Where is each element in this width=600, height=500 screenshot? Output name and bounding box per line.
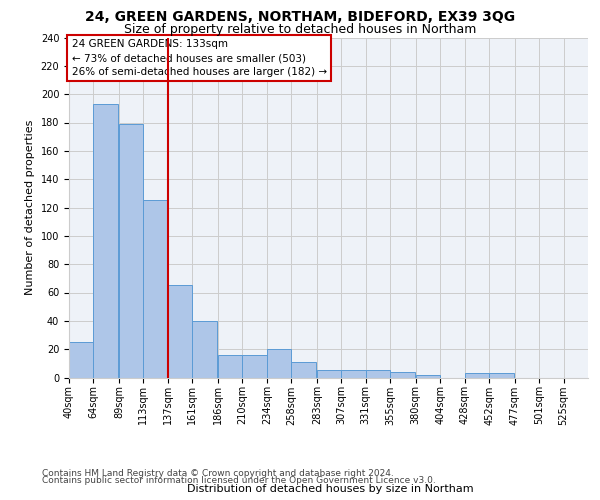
Bar <box>119 124 143 378</box>
Bar <box>390 372 415 378</box>
Text: 24, GREEN GARDENS, NORTHAM, BIDEFORD, EX39 3QG: 24, GREEN GARDENS, NORTHAM, BIDEFORD, EX… <box>85 10 515 24</box>
Bar <box>341 370 366 378</box>
Bar <box>416 374 440 378</box>
Bar <box>464 373 489 378</box>
Text: 24 GREEN GARDENS: 133sqm
← 73% of detached houses are smaller (503)
26% of semi-: 24 GREEN GARDENS: 133sqm ← 73% of detach… <box>71 39 327 77</box>
Bar <box>489 373 514 378</box>
Bar <box>69 342 94 378</box>
Bar <box>366 370 390 378</box>
Text: Contains public sector information licensed under the Open Government Licence v3: Contains public sector information licen… <box>42 476 436 485</box>
Text: Contains HM Land Registry data © Crown copyright and database right 2024.: Contains HM Land Registry data © Crown c… <box>42 468 394 477</box>
Bar <box>242 355 267 378</box>
Bar <box>317 370 341 378</box>
Bar <box>94 104 118 378</box>
Text: Distribution of detached houses by size in Northam: Distribution of detached houses by size … <box>187 484 473 494</box>
Bar <box>267 349 291 378</box>
Bar <box>168 286 193 378</box>
Bar <box>143 200 168 378</box>
Text: Size of property relative to detached houses in Northam: Size of property relative to detached ho… <box>124 22 476 36</box>
Bar <box>218 355 242 378</box>
Bar <box>291 362 316 378</box>
Y-axis label: Number of detached properties: Number of detached properties <box>25 120 35 295</box>
Bar <box>193 321 217 378</box>
